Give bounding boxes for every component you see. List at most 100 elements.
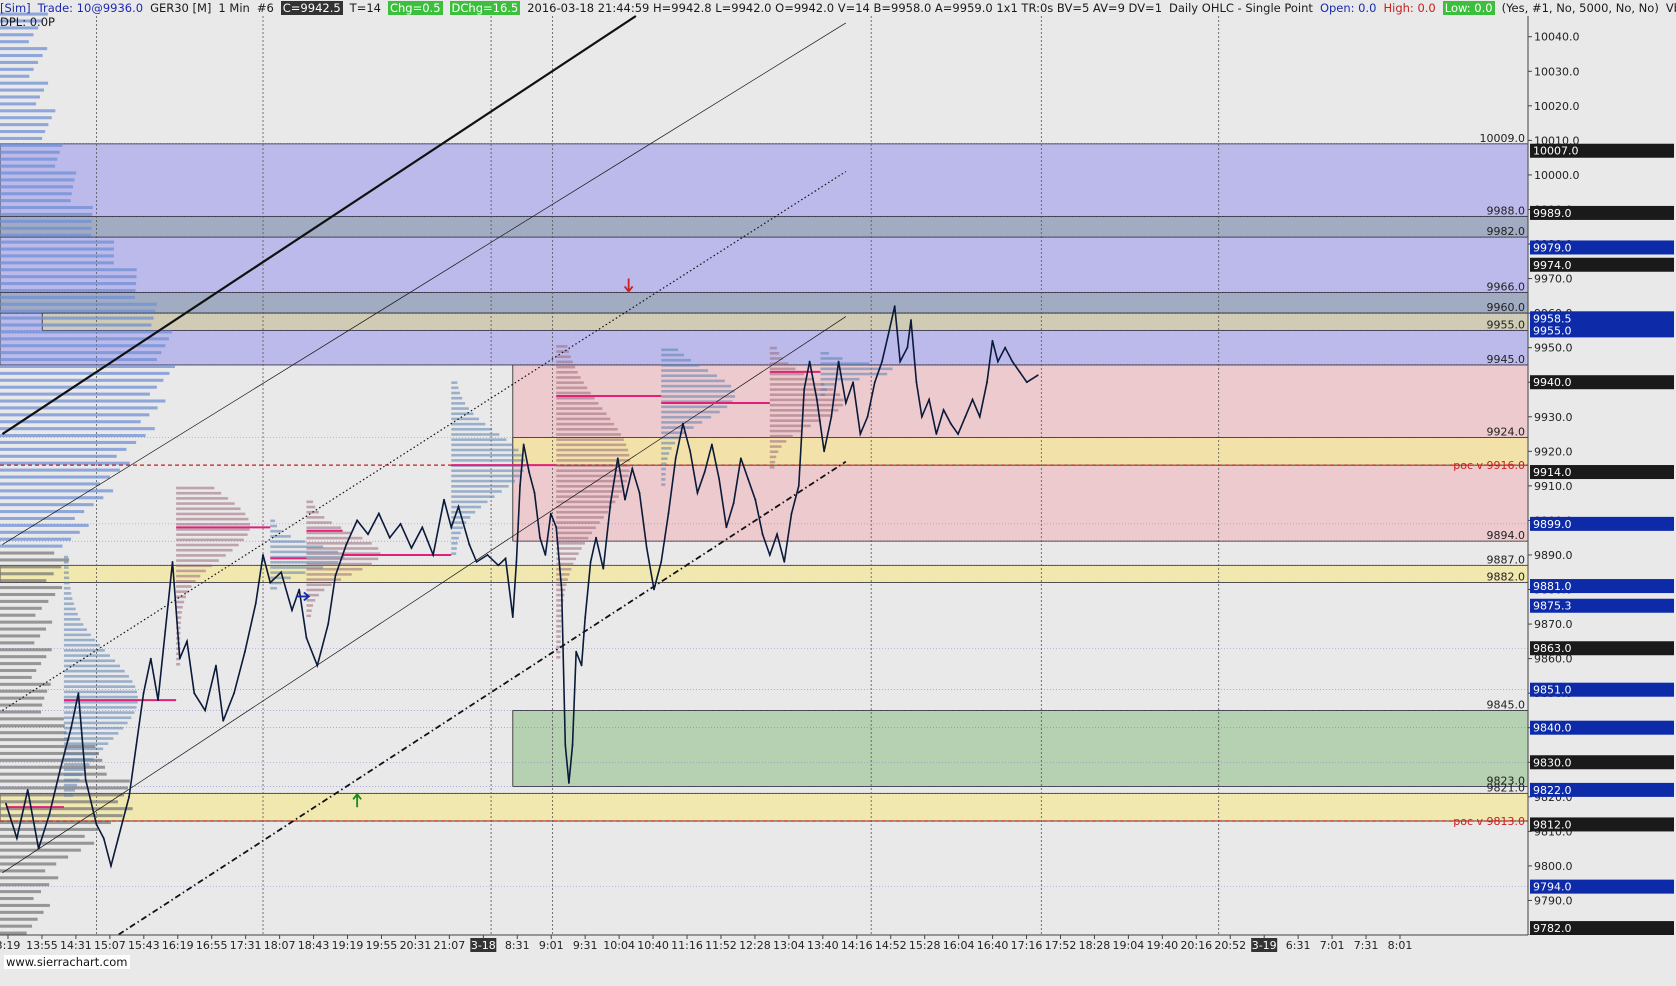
price-point [942, 408, 945, 411]
session-profile-bar [556, 557, 576, 561]
profile-bar [0, 620, 53, 624]
session-profile-bar [661, 374, 717, 378]
session-profile-bar [270, 519, 276, 523]
session-profile-bar [661, 405, 728, 409]
x-tick-label: 11:52 [705, 939, 737, 952]
session-profile-bar [63, 732, 119, 735]
session-profile-bar [451, 542, 458, 545]
profile-bar [0, 316, 154, 320]
price-point [450, 526, 453, 529]
session-profile-bar [63, 680, 133, 683]
session-profile-bar [306, 604, 314, 607]
profile-bar [0, 413, 150, 417]
profile-bar [0, 47, 48, 51]
profile-bar [0, 136, 43, 140]
profile-bar [0, 862, 57, 866]
session-profile-bar [556, 547, 582, 550]
session-profile-bar [306, 557, 379, 561]
session-profile-bar [556, 516, 604, 519]
profile-bar [0, 226, 92, 230]
x-tick-label: 20:31 [400, 939, 432, 952]
level-label: 9823.0 [1487, 774, 1526, 787]
session-profile-bar [306, 614, 312, 618]
profile-bar [0, 461, 130, 465]
session-profile-bar [820, 357, 843, 360]
profile-bar [0, 530, 80, 534]
header-item: Daily OHLC - Single Point [1169, 1, 1313, 15]
price-point [888, 329, 891, 332]
price-point [808, 360, 811, 363]
session-profile-bar [556, 402, 599, 405]
session-profile-bar [661, 467, 666, 471]
session-profile [769, 346, 844, 469]
profile-bar [0, 67, 34, 71]
x-tick-label: 16:04 [943, 939, 975, 952]
session-profile-bar [451, 396, 463, 400]
price-point [549, 512, 552, 515]
price-point [222, 719, 225, 722]
price-point [367, 533, 369, 536]
x-tick-label: 19:55 [366, 939, 398, 952]
price-label-box [1530, 879, 1674, 894]
session-profile-bar [306, 588, 325, 592]
profile-bar [0, 240, 114, 244]
price-point [747, 478, 749, 480]
price-point [823, 450, 826, 453]
session-profile-bar [63, 576, 70, 580]
price-point [128, 795, 130, 798]
price-label-text: 9830.0 [1533, 756, 1572, 769]
session-profile-bar [306, 526, 342, 530]
profile-bar [0, 744, 96, 749]
profile-bar [0, 710, 42, 714]
level-label: 9924.0 [1487, 425, 1526, 438]
profile-bar [0, 60, 39, 64]
session-profile-bar [63, 633, 91, 637]
price-point [844, 402, 847, 404]
session-profile-bar [451, 433, 500, 436]
price-point [504, 557, 507, 560]
session-profile-bar [556, 578, 568, 581]
session-profile-bar [451, 412, 474, 416]
session-profile-bar [306, 609, 312, 612]
session-profile-bar [63, 566, 69, 569]
price-point [388, 536, 391, 539]
profile-bar [0, 247, 114, 251]
price-label-text: 9875.3 [1533, 600, 1572, 613]
session-profile-bar [306, 536, 363, 540]
profile-bar [0, 364, 175, 368]
time-axis [0, 935, 1676, 986]
session-profile-bar [556, 630, 561, 633]
session-profile-bar [63, 597, 73, 600]
profile-bar [0, 447, 127, 451]
profile-bar [0, 537, 71, 541]
session-profile-bar [306, 505, 316, 509]
price-point [674, 457, 677, 460]
profile-bar [0, 910, 44, 914]
price-point [957, 433, 959, 435]
session-profile-bar [556, 433, 621, 436]
price-point [971, 398, 974, 401]
profile-bar [0, 896, 34, 901]
price-point [949, 422, 952, 425]
x-tick-label: 13:55 [26, 939, 58, 952]
session-profile-bar [820, 393, 825, 397]
price-point [233, 692, 235, 695]
zone-yellow [0, 792, 1529, 822]
session-profile-bar [556, 464, 631, 467]
session-profile-bar [769, 455, 777, 459]
price-point [291, 609, 293, 612]
trendline-thick [1, 15, 637, 435]
x-tick-label: 17:52 [1045, 939, 1077, 952]
session-profile-bar [176, 652, 181, 656]
price-label-text: 9974.0 [1533, 259, 1572, 272]
session-profile-bar [270, 566, 324, 569]
session-profile-bar [661, 364, 700, 367]
profile-bar [0, 309, 156, 313]
profile-bar [0, 185, 73, 189]
session-profile-bar [176, 486, 215, 490]
profile-bar [0, 558, 70, 562]
session-profile-bar [661, 395, 736, 398]
session-profile-bar [556, 412, 607, 416]
price-point [696, 491, 699, 494]
